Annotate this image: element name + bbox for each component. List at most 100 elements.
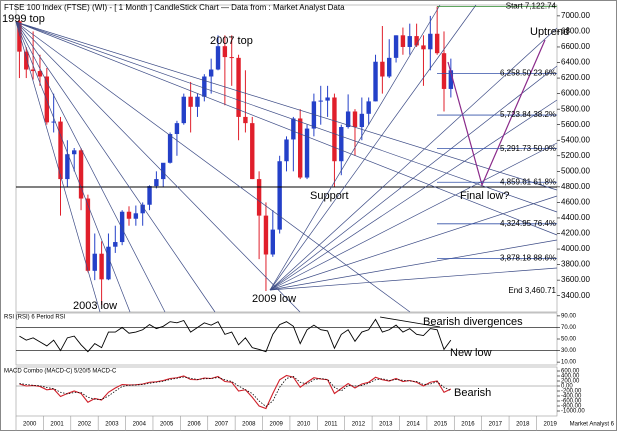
fib-label: 3,878.18 88.6% xyxy=(500,254,556,263)
candle-body xyxy=(441,53,447,89)
fan-line xyxy=(15,21,558,236)
candle-body xyxy=(448,70,454,89)
candle-body xyxy=(345,111,351,128)
candle-body xyxy=(188,96,193,107)
candle-body xyxy=(208,69,214,77)
y-tick-label: 5000.00 xyxy=(561,166,590,175)
fan-line xyxy=(269,195,558,291)
candle-body xyxy=(167,134,173,163)
x-tick-label: 2016 xyxy=(461,422,475,428)
y-tick-label: 5200.00 xyxy=(561,151,590,160)
candle-body xyxy=(434,33,440,54)
candle-body xyxy=(99,253,104,280)
candle-body xyxy=(325,97,330,101)
candle-body xyxy=(106,246,111,280)
y-tick-label: 30.00 xyxy=(561,348,577,354)
candle-body xyxy=(311,101,317,129)
fan-line xyxy=(269,267,558,291)
candle-body xyxy=(140,204,145,214)
candle-body xyxy=(414,36,419,46)
candle-body xyxy=(202,76,207,97)
x-tick-label: 2000 xyxy=(23,422,37,428)
y-tick-label: 4600.00 xyxy=(561,198,590,207)
fan-line xyxy=(15,21,301,313)
candle-body xyxy=(51,121,56,123)
fan-line xyxy=(269,99,558,291)
y-tick-label: -1000.00 xyxy=(561,409,585,415)
fib-label: End 3,460.71 xyxy=(508,286,556,295)
fan-line xyxy=(15,21,558,191)
x-tick-label: 2002 xyxy=(78,422,92,428)
candle-body xyxy=(284,139,289,162)
candle-body xyxy=(133,213,139,219)
candle-body xyxy=(85,198,91,271)
rsi-title: RSI (RSI) 6 Period RSI xyxy=(4,315,66,321)
candle-body xyxy=(291,118,296,140)
candle-body xyxy=(250,123,255,180)
fan-line xyxy=(15,21,101,313)
candle-body xyxy=(400,35,406,47)
fan-line xyxy=(269,4,441,291)
annotation: Final low? xyxy=(460,190,510,202)
y-tick-label: 0.00 xyxy=(561,384,573,390)
candle-body xyxy=(92,253,97,271)
y-tick-label: 4800.00 xyxy=(561,182,590,191)
fan-line xyxy=(269,65,558,291)
candle-body xyxy=(270,229,276,255)
candle-body xyxy=(78,150,84,199)
x-tick-label: 2011 xyxy=(325,422,339,428)
annotation: 1999 top xyxy=(2,13,45,25)
candle-body xyxy=(65,154,70,180)
fib-label: 5,723.84 38.2% xyxy=(500,110,556,119)
annotation: New low xyxy=(450,347,492,359)
fan-line xyxy=(269,239,558,291)
candle-body xyxy=(147,186,152,205)
candle-body xyxy=(352,111,358,128)
y-tick-label: 10.00 xyxy=(561,360,577,366)
candle-body xyxy=(229,57,234,59)
candle-body xyxy=(304,128,310,178)
candle-body xyxy=(161,162,166,180)
candle-body xyxy=(263,215,269,255)
candle-body xyxy=(380,61,385,77)
fib-label: 5,291.73 50.0% xyxy=(500,144,556,153)
y-tick-label: 6400.00 xyxy=(561,58,590,67)
x-tick-label: 2001 xyxy=(50,422,64,428)
y-tick-label: 200.00 xyxy=(561,379,580,385)
candle-body xyxy=(30,69,36,72)
x-tick-label: 2017 xyxy=(489,422,503,428)
x-tick-label: 2006 xyxy=(187,422,201,428)
fan-line xyxy=(269,4,477,291)
candle-body xyxy=(44,76,50,123)
y-tick-label: 5600.00 xyxy=(561,120,590,129)
candle-body xyxy=(24,51,29,70)
candle-body xyxy=(277,161,282,230)
candle-body xyxy=(181,96,186,124)
candle-body xyxy=(37,71,43,77)
y-tick-label: -800.00 xyxy=(561,404,582,410)
candle-body xyxy=(58,121,63,180)
panel-frame xyxy=(15,4,558,313)
candle-body xyxy=(407,36,412,47)
candle-body xyxy=(222,46,228,58)
y-tick-label: 6800.00 xyxy=(561,27,590,36)
candle-body xyxy=(318,100,323,102)
candle-body xyxy=(119,211,125,243)
y-tick-label: 7000.00 xyxy=(561,11,590,20)
candle-body xyxy=(421,45,426,50)
candle-body xyxy=(72,150,77,155)
y-tick-label: 6600.00 xyxy=(561,42,590,51)
panel-frame xyxy=(15,366,558,417)
chart-title: FTSE 100 Index (FTSE) (WI) - [ 1 Month ]… xyxy=(4,3,345,12)
annotation: Uptrend xyxy=(530,26,569,38)
y-tick-label: 6200.00 xyxy=(561,73,590,82)
y-tick-label: -400.00 xyxy=(561,394,582,400)
fib-label: 6,258.50 23.6% xyxy=(500,69,556,78)
y-tick-label: 50.00 xyxy=(561,337,577,343)
x-tick-label: 2009 xyxy=(270,422,284,428)
candle-body xyxy=(373,61,378,102)
candle-body xyxy=(387,57,392,77)
candle-body xyxy=(339,127,344,162)
y-tick-label: 4200.00 xyxy=(561,229,590,238)
